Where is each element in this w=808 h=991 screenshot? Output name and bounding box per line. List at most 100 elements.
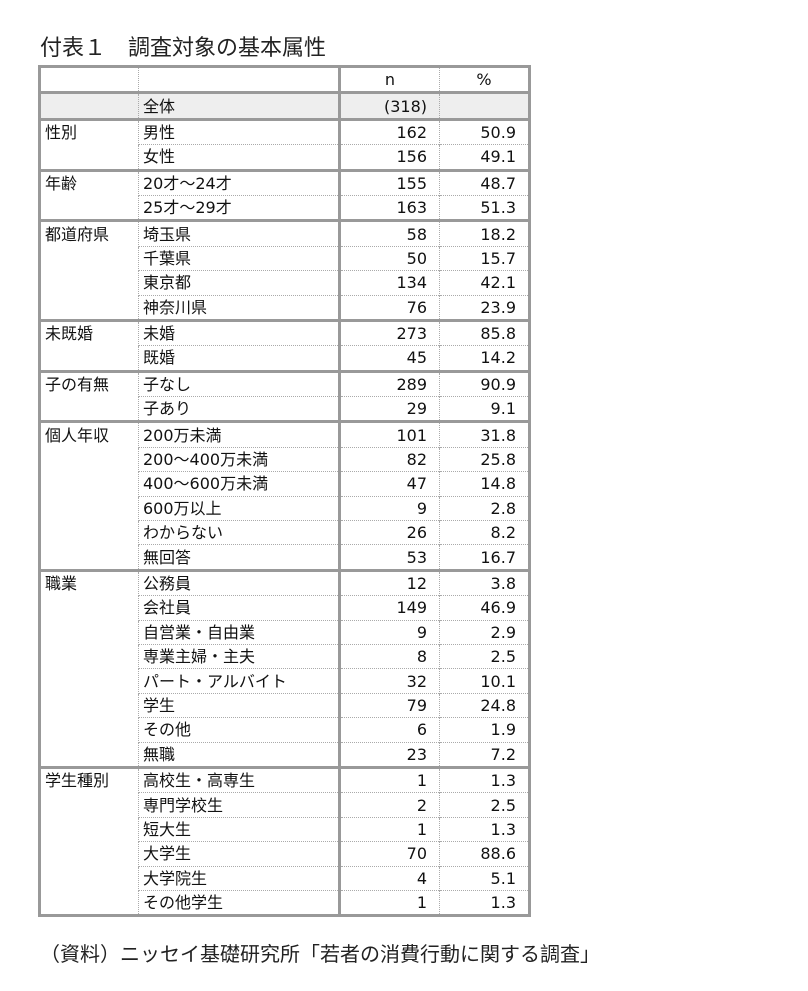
count-cell: 47 [338, 471, 440, 497]
count-cell: 58 [338, 219, 440, 247]
item-label: 専門学校生 [138, 792, 340, 818]
percent-cell: 18.2 [439, 219, 530, 247]
table-row: 学生種別 高校生・高専生 1 1.3 [39, 765, 530, 793]
group-label: 個人年収 [39, 420, 139, 448]
item-label: 大学生 [138, 841, 340, 866]
group-label [39, 717, 139, 743]
table-row: 600万以上 9 2.8 [39, 495, 530, 521]
item-label: 東京都 [138, 270, 340, 296]
item-label: 25才～29才 [138, 194, 340, 221]
group-label [39, 195, 139, 221]
group-label [39, 866, 139, 891]
count-cell: 79 [338, 692, 440, 718]
table-row: その他学生 1 1.3 [39, 889, 530, 916]
group-label: 都道府県 [39, 219, 139, 247]
percent-cell: 16.7 [439, 544, 530, 571]
table-row: 専門学校生 2 2.5 [39, 792, 530, 818]
group-label: 職業 [39, 568, 139, 596]
table-row: 職業 公務員 12 3.8 [39, 568, 530, 596]
table-row: 学生 79 24.8 [39, 692, 530, 718]
percent-cell: 51.3 [439, 194, 530, 221]
table-row: 個人年収 200万未満 101 31.8 [39, 420, 530, 448]
percent-cell: 1.3 [439, 889, 530, 916]
table-row: 千葉県 50 15.7 [39, 245, 530, 271]
item-label: 既婚 [138, 345, 340, 372]
item-label: わからない [138, 520, 340, 545]
count-cell: 1 [338, 765, 440, 793]
group-label [39, 668, 139, 694]
table-row: 未既婚 未婚 273 85.8 [39, 318, 530, 346]
table-row: 子あり 29 9.1 [39, 396, 530, 422]
count-cell: 9 [338, 495, 440, 521]
count-cell: 70 [338, 841, 440, 866]
group-label [39, 345, 139, 372]
percent-cell: 14.8 [439, 471, 530, 497]
count-cell: 23 [338, 741, 440, 768]
total-label: 全体 [138, 91, 340, 120]
table-row: 東京都 134 42.1 [39, 270, 530, 296]
group-label: 学生種別 [39, 765, 139, 793]
attributes-table: n % 全体 (318) 性別 男性 162 50.9 女性 156 49.1 年齢 20才～2… [38, 65, 531, 918]
percent-cell: 1.3 [439, 765, 530, 793]
count-cell: 50 [338, 245, 440, 271]
item-label: 未婚 [138, 318, 340, 346]
count-cell: 32 [338, 668, 440, 694]
percent-cell: 85.8 [439, 318, 530, 346]
count-cell: 12 [338, 568, 440, 596]
item-label: 公務員 [138, 568, 340, 596]
count-cell: 29 [338, 396, 440, 422]
item-label: 会社員 [138, 595, 340, 621]
count-cell: 2 [338, 792, 440, 818]
item-label: 埼玉県 [138, 219, 340, 247]
count-cell: 76 [338, 294, 440, 321]
count-cell: 149 [338, 595, 440, 621]
group-label [39, 270, 139, 296]
percent-cell: 9.1 [439, 396, 530, 422]
table-row: 専業主婦・主夫 8 2.5 [39, 643, 530, 669]
count-cell: 134 [338, 270, 440, 296]
table-row: 子の有無 子なし 289 90.9 [39, 369, 530, 397]
table-row: 既婚 45 14.2 [39, 345, 530, 372]
percent-cell: 1.9 [439, 717, 530, 743]
count-cell: 8 [338, 643, 440, 669]
group-label [39, 620, 139, 645]
percent-cell: 48.7 [439, 168, 530, 196]
count-cell: 26 [338, 520, 440, 545]
table-row: 自営業・自由業 9 2.9 [39, 619, 530, 645]
group-label [39, 295, 139, 321]
group-label [39, 246, 139, 271]
group-label [39, 841, 139, 866]
group-label: 未既婚 [39, 318, 139, 346]
percent-cell: 2.8 [439, 495, 530, 521]
item-label: 神奈川県 [138, 294, 340, 321]
item-label: 400～600万未満 [138, 471, 340, 497]
group-label [39, 595, 139, 621]
group-label: 性別 [39, 117, 139, 145]
group-label [39, 396, 139, 422]
source-note: （資料）ニッセイ基礎研究所「若者の消費行動に関する調査」 [40, 942, 600, 966]
table-row: パート・アルバイト 32 10.1 [39, 668, 530, 694]
percent-cell: 25.8 [439, 446, 530, 472]
item-label: パート・アルバイト [138, 668, 340, 694]
percent-cell: 1.3 [439, 816, 530, 842]
percent-cell: 42.1 [439, 270, 530, 296]
table-row: 無回答 53 16.7 [39, 544, 530, 571]
item-label: 大学院生 [138, 865, 340, 891]
count-cell: 1 [338, 816, 440, 842]
group-label: 子の有無 [39, 369, 139, 397]
item-label: 高校生・高専生 [138, 765, 340, 793]
group-label [39, 144, 139, 171]
group-label [39, 644, 139, 669]
table-row: 短大生 1 1.3 [39, 816, 530, 842]
table-row: 無職 23 7.2 [39, 741, 530, 768]
item-label: 無回答 [138, 544, 340, 571]
table-row: 神奈川県 76 23.9 [39, 294, 530, 321]
percent-cell: 88.6 [439, 841, 530, 866]
percent-cell: 90.9 [439, 369, 530, 397]
group-label [39, 496, 139, 521]
percent-cell: 14.2 [439, 345, 530, 372]
percent-cell: 50.9 [439, 117, 530, 145]
item-label: 短大生 [138, 816, 340, 842]
item-label: 子なし [138, 369, 340, 397]
percent-cell: 10.1 [439, 668, 530, 694]
